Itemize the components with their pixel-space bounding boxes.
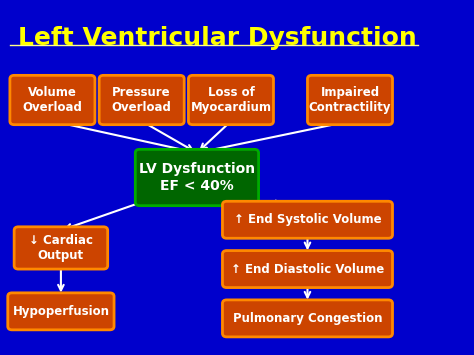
Text: Volume
Overload: Volume Overload (22, 86, 82, 114)
Text: ↑ End Systolic Volume: ↑ End Systolic Volume (234, 213, 381, 226)
Text: Hypoperfusion: Hypoperfusion (12, 305, 109, 318)
FancyBboxPatch shape (308, 75, 392, 125)
FancyBboxPatch shape (14, 227, 108, 269)
Text: LV Dysfunction
EF < 40%: LV Dysfunction EF < 40% (139, 162, 255, 193)
Text: Pulmonary Congestion: Pulmonary Congestion (233, 312, 382, 325)
Text: Left Ventricular Dysfunction: Left Ventricular Dysfunction (18, 26, 417, 50)
FancyBboxPatch shape (135, 149, 259, 206)
Text: ↑ End Diastolic Volume: ↑ End Diastolic Volume (231, 263, 384, 275)
Text: Loss of
Myocardium: Loss of Myocardium (191, 86, 272, 114)
FancyBboxPatch shape (99, 75, 184, 125)
FancyBboxPatch shape (189, 75, 273, 125)
FancyBboxPatch shape (8, 293, 114, 330)
FancyBboxPatch shape (222, 201, 392, 238)
FancyBboxPatch shape (222, 300, 392, 337)
Text: Impaired
Contractility: Impaired Contractility (309, 86, 391, 114)
FancyBboxPatch shape (222, 251, 392, 288)
Text: Pressure
Overload: Pressure Overload (112, 86, 172, 114)
Text: ↓ Cardiac
Output: ↓ Cardiac Output (29, 234, 93, 262)
FancyBboxPatch shape (10, 75, 95, 125)
